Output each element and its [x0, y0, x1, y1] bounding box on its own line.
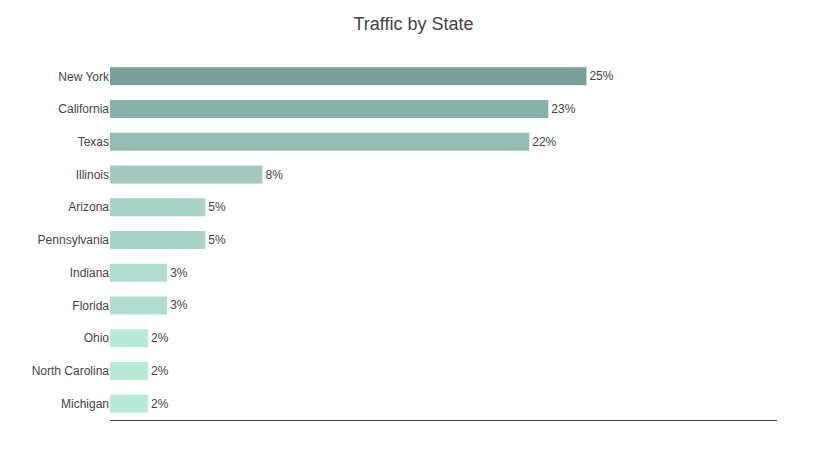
svg-text:Illinois: Illinois — [76, 168, 109, 182]
svg-text:Traffic by State: Traffic by State — [353, 14, 473, 34]
svg-text:Florida: Florida — [72, 299, 109, 313]
svg-text:Ohio: Ohio — [84, 331, 110, 345]
svg-text:3%: 3% — [170, 266, 188, 280]
svg-text:California: California — [58, 102, 109, 116]
svg-text:Arizona: Arizona — [68, 200, 109, 214]
svg-text:5%: 5% — [208, 233, 226, 247]
svg-text:Texas: Texas — [78, 135, 109, 149]
svg-text:3%: 3% — [170, 298, 188, 312]
svg-text:5%: 5% — [208, 200, 226, 214]
svg-text:25%: 25% — [589, 69, 613, 83]
svg-text:2%: 2% — [151, 331, 169, 345]
svg-text:23%: 23% — [551, 102, 575, 116]
svg-text:2%: 2% — [151, 397, 169, 411]
svg-text:2%: 2% — [151, 364, 169, 378]
svg-text:North Carolina: North Carolina — [32, 364, 110, 378]
svg-text:Michigan: Michigan — [61, 397, 109, 411]
svg-text:Pennsylvania: Pennsylvania — [38, 233, 110, 247]
svg-text:8%: 8% — [265, 168, 283, 182]
svg-text:Indiana: Indiana — [70, 266, 110, 280]
svg-text:New York: New York — [58, 70, 110, 84]
svg-text:22%: 22% — [532, 135, 556, 149]
